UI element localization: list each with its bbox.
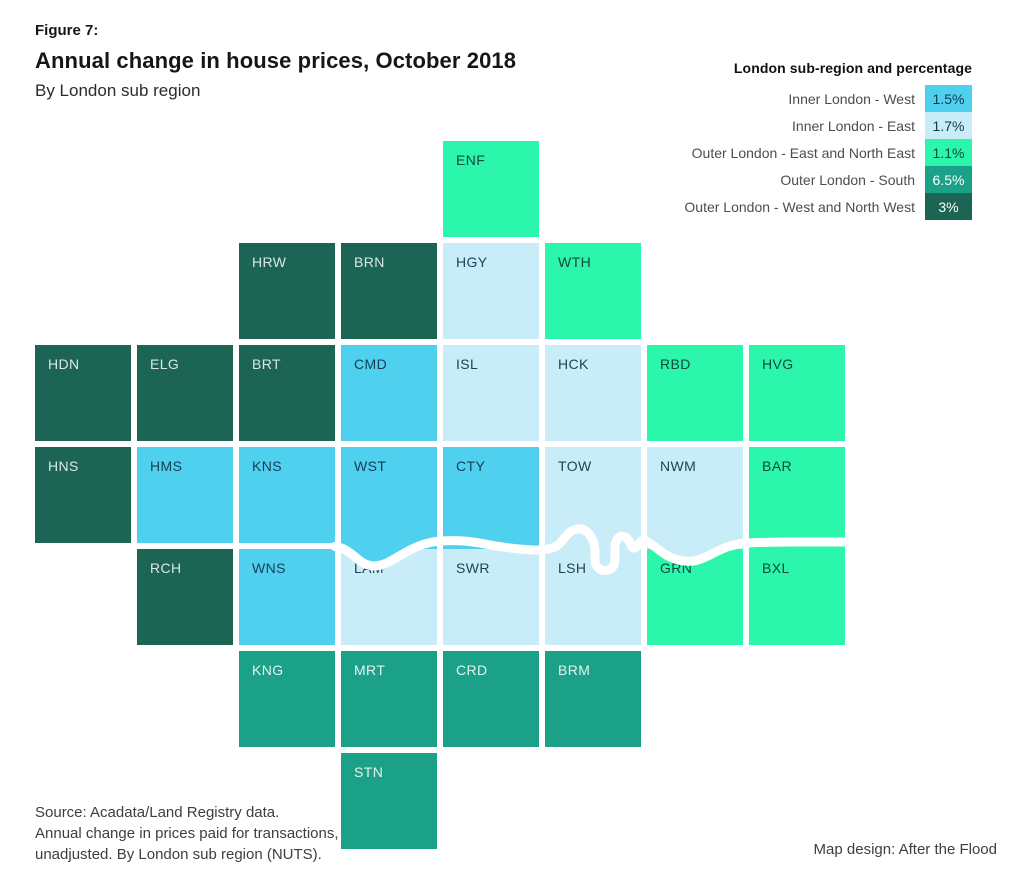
legend-row-outer-london-west-and-north-west: Outer London - West and North West 3%	[684, 193, 972, 220]
map-tile-rch: RCH	[137, 549, 233, 645]
map-tile-tow: TOW	[545, 447, 641, 549]
map-tile-label: SWR	[456, 560, 490, 576]
map-tile-grn: GRN	[647, 549, 743, 645]
map-tile-label: RCH	[150, 560, 182, 576]
map-tile-label: HGY	[456, 254, 488, 270]
legend-swatch: 1.1%	[925, 139, 972, 166]
legend-item-label: Outer London - East and North East	[691, 144, 915, 161]
map-tile-lam: LAM	[341, 549, 437, 645]
map-tile-label: HRW	[252, 254, 287, 270]
map-tile-label: NWM	[660, 458, 697, 474]
source-line: Annual change in prices paid for transac…	[35, 825, 339, 842]
map-tile-isl: ISL	[443, 345, 539, 441]
map-tile-label: MRT	[354, 662, 386, 678]
map-tile-swr: SWR	[443, 549, 539, 645]
map-tile-label: ENF	[456, 152, 486, 168]
map-tile-cty: CTY	[443, 447, 539, 549]
map-tile-label: HMS	[150, 458, 183, 474]
map-tile-label: LAM	[354, 560, 384, 576]
map-tile-label: WST	[354, 458, 387, 474]
map-tile-label: RBD	[660, 356, 691, 372]
map-tile-hms: HMS	[137, 447, 233, 543]
map-tile-brn: BRN	[341, 243, 437, 339]
map-tile-enf: ENF	[443, 141, 539, 237]
map-tile-elg: ELG	[137, 345, 233, 441]
page-title: Annual change in house prices, October 2…	[35, 48, 517, 73]
map-tile-label: ELG	[150, 356, 180, 372]
map-tile-label: KNS	[252, 458, 282, 474]
map-tile-nwm: NWM	[647, 447, 743, 549]
legend-row-inner-london-east: Inner London - East 1.7%	[684, 112, 972, 139]
map-tile-label: BAR	[762, 458, 792, 474]
legend: London sub-region and percentage Inner L…	[684, 60, 972, 220]
map-tile-label: LSH	[558, 560, 587, 576]
map-tile-label: STN	[354, 764, 384, 780]
legend-item-label: Outer London - West and North West	[684, 198, 915, 215]
legend-row-outer-london-east-and-north-east: Outer London - East and North East 1.1%	[684, 139, 972, 166]
legend-item-label: Outer London - South	[780, 171, 915, 188]
map-tile-cmd: CMD	[341, 345, 437, 441]
legend-row-outer-london-south: Outer London - South 6.5%	[684, 166, 972, 193]
header: Figure 7: Annual change in house prices,…	[35, 22, 516, 101]
map-design-credit: Map design: After the Flood	[813, 841, 997, 858]
figure-label: Figure 7:	[35, 22, 99, 39]
map-tile-kng: KNG	[239, 651, 335, 747]
legend-rows: Inner London - West 1.5% Inner London - Ea…	[684, 85, 972, 220]
map-tile-hgy: HGY	[443, 243, 539, 339]
map-tile-stn: STN	[341, 753, 437, 849]
legend-item-label: Inner London - West	[788, 90, 915, 107]
map-tile-label: BXL	[762, 560, 790, 576]
page-subtitle: By London sub region	[35, 81, 201, 100]
map-tile-label: BRN	[354, 254, 385, 270]
map-tile-rbd: RBD	[647, 345, 743, 441]
map-tile-label: ISL	[456, 356, 479, 372]
map-tile-label: KNG	[252, 662, 284, 678]
map-tile-mrt: MRT	[341, 651, 437, 747]
source-line: Source: Acadata/Land Registry data.	[35, 804, 280, 821]
map-tile-label: WNS	[252, 560, 286, 576]
map-tile-hvg: HVG	[749, 345, 845, 441]
legend-swatch: 3%	[925, 193, 972, 220]
map-tile-label: CRD	[456, 662, 488, 678]
source-line: unadjusted. By London sub region (NUTS).	[35, 846, 322, 863]
map-tile-hns: HNS	[35, 447, 131, 543]
legend-swatch: 1.5%	[925, 85, 972, 112]
map-tile-label: BRT	[252, 356, 281, 372]
legend-row-inner-london-west: Inner London - West 1.5%	[684, 85, 972, 112]
map-tile-label: BRM	[558, 662, 591, 678]
map-tile-lsh: LSH	[545, 549, 641, 645]
legend-title: London sub-region and percentage	[733, 60, 972, 76]
map-tile-bar: BAR	[749, 447, 845, 549]
map-tile-brm: BRM	[545, 651, 641, 747]
map-tile-label: CMD	[354, 356, 388, 372]
map-tile-label: HVG	[762, 356, 794, 372]
map-tile-hdn: HDN	[35, 345, 131, 441]
map-tile-brt: BRT	[239, 345, 335, 441]
map-tile-label: HDN	[48, 356, 80, 372]
map-tile-crd: CRD	[443, 651, 539, 747]
source-note: Source: Acadata/Land Registry data. Annu…	[35, 802, 339, 865]
map-tile-label: GRN	[660, 560, 693, 576]
legend-swatch: 1.7%	[925, 112, 972, 139]
legend-swatch: 6.5%	[925, 166, 972, 193]
map-tile-label: WTH	[558, 254, 592, 270]
map-tile-hck: HCK	[545, 345, 641, 441]
map-tile-wth: WTH	[545, 243, 641, 339]
map-tile-label: HCK	[558, 356, 589, 372]
map-tile-kns: KNS	[239, 447, 335, 543]
map-tile-label: HNS	[48, 458, 79, 474]
map-tile-label: TOW	[558, 458, 592, 474]
map-tile-label: CTY	[456, 458, 486, 474]
map-tile-wns: WNS	[239, 549, 335, 645]
map-tile-hrw: HRW	[239, 243, 335, 339]
legend-item-label: Inner London - East	[792, 117, 915, 134]
map-tile-bxl: BXL	[749, 549, 845, 645]
map-tile-wst: WST	[341, 447, 437, 549]
